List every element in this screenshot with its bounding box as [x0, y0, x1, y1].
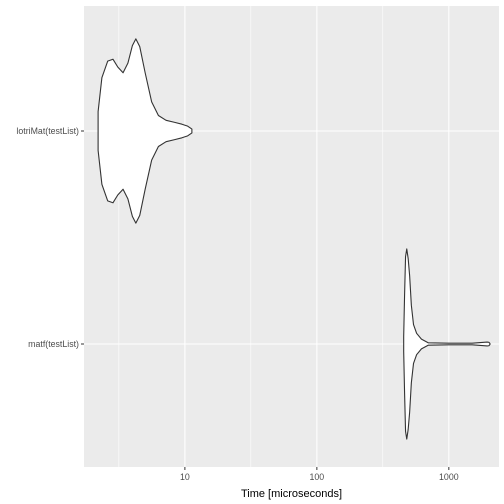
plot-panel [84, 6, 499, 467]
x-tick-label: 1000 [439, 472, 459, 482]
x-axis: 10 100 1000 [180, 467, 459, 482]
y-axis: matf(testList) lotriMat(testList) [16, 126, 84, 349]
x-axis-title: Time [microseconds] [241, 488, 342, 500]
y-tick-label: matf(testList) [28, 339, 79, 349]
major-gridlines [84, 6, 499, 467]
x-tick-label: 10 [180, 472, 190, 482]
violins [97, 38, 491, 440]
violin-matf-testlist [403, 248, 491, 440]
y-tick-label: lotriMat(testList) [16, 126, 79, 136]
violin-lotrimat-testlist [97, 38, 193, 224]
x-tick-label: 100 [310, 472, 325, 482]
